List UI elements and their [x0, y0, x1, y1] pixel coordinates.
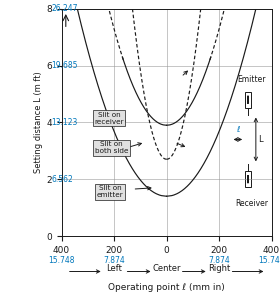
FancyBboxPatch shape — [245, 171, 251, 187]
X-axis label: Operating point ℓ (mm in): Operating point ℓ (mm in) — [108, 283, 225, 291]
Text: Slit on
receiver: Slit on receiver — [94, 112, 124, 125]
Text: Receiver: Receiver — [235, 199, 269, 208]
Text: Right: Right — [208, 265, 230, 273]
FancyBboxPatch shape — [245, 92, 251, 107]
Text: Slit on
both side: Slit on both side — [95, 142, 128, 155]
Text: 26.247: 26.247 — [51, 4, 78, 13]
Text: 15.748: 15.748 — [258, 256, 280, 266]
Text: ℓ: ℓ — [236, 125, 239, 134]
Text: L: L — [258, 135, 263, 144]
Text: Slit on
emitter: Slit on emitter — [97, 186, 123, 199]
Text: Center: Center — [152, 265, 181, 273]
Text: 19.685: 19.685 — [51, 61, 78, 70]
Y-axis label: Setting distance L (m ft): Setting distance L (m ft) — [34, 72, 43, 173]
Text: 15.748: 15.748 — [48, 256, 75, 266]
Text: 7.874: 7.874 — [208, 256, 230, 266]
Text: 7.874: 7.874 — [103, 256, 125, 266]
Text: 13.123: 13.123 — [51, 118, 78, 127]
Text: Emitter: Emitter — [238, 75, 266, 84]
Text: Left: Left — [106, 265, 122, 273]
Text: 6.562: 6.562 — [51, 175, 73, 184]
